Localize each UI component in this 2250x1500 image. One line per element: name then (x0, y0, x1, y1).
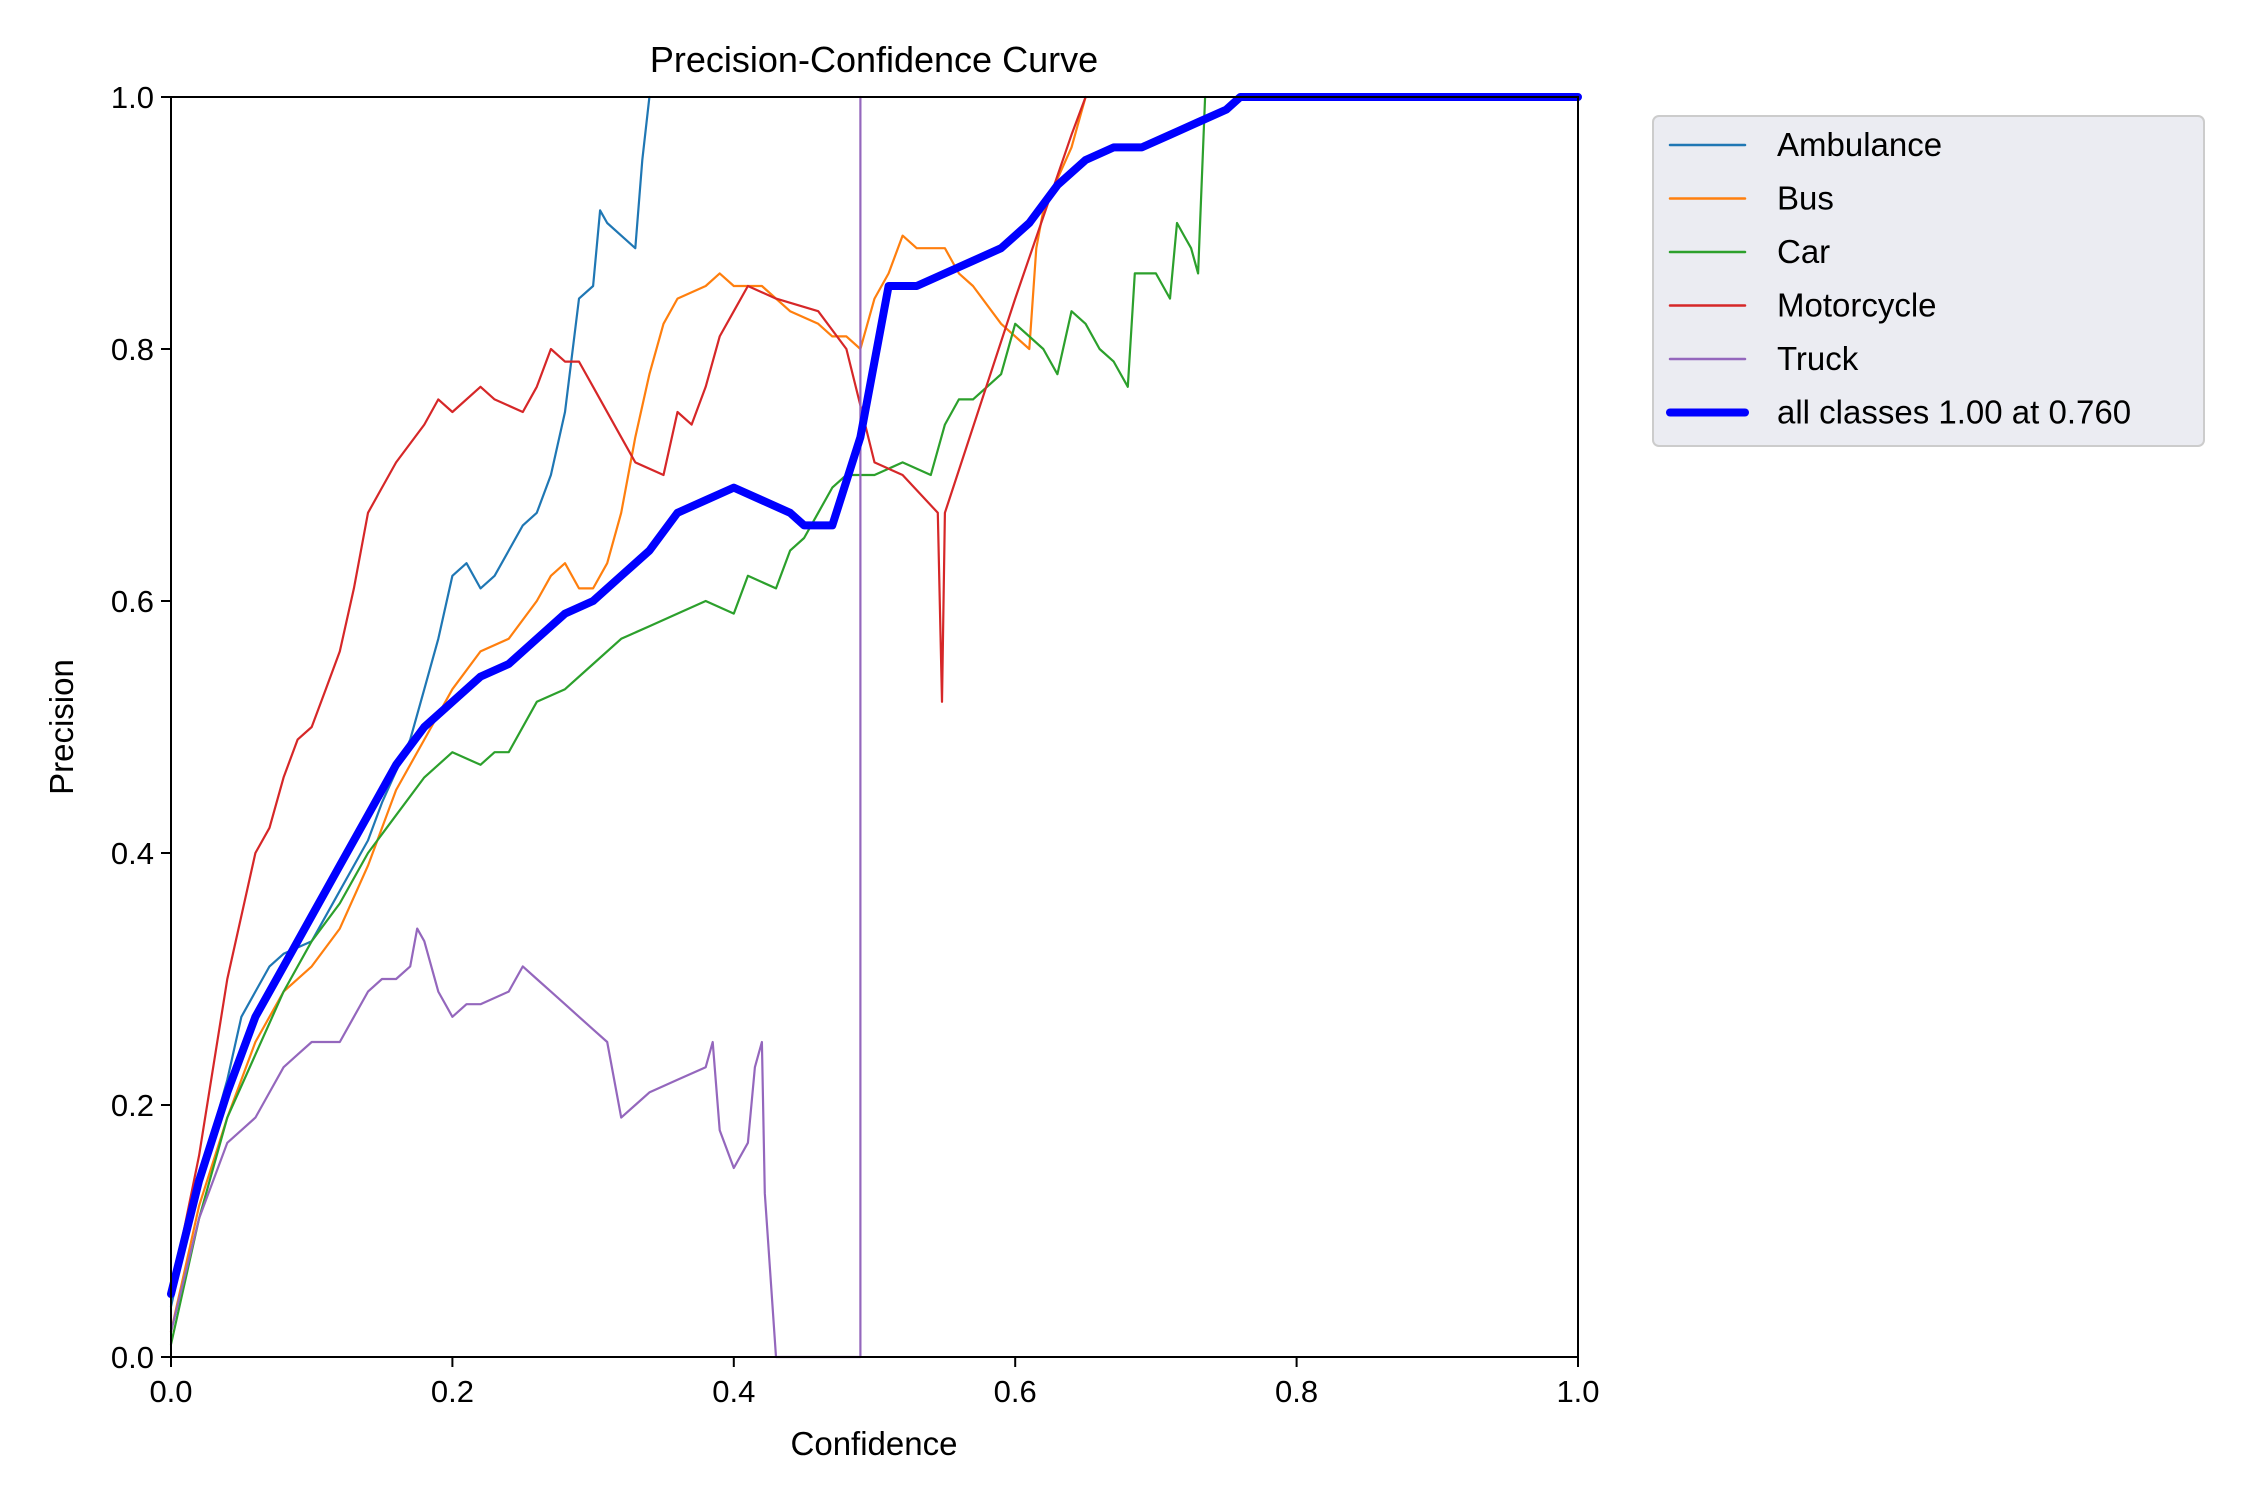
legend-label-ambulance: Ambulance (1777, 126, 1942, 163)
y-tick-label: 0.8 (111, 332, 154, 367)
series-line-ambulance (169, 95, 651, 1308)
x-tick-label: 0.4 (712, 1374, 755, 1409)
series-line-bus (169, 95, 1087, 1333)
series-line-truck (169, 95, 862, 1359)
y-axis-ticks: 0.0 0.2 0.4 0.6 0.8 1.0 (111, 80, 171, 1375)
legend-label-truck: Truck (1777, 340, 1859, 377)
legend-label-bus: Bus (1777, 180, 1834, 217)
chart-title: Precision-Confidence Curve (650, 39, 1098, 80)
legend-label-all-classes: all classes 1.00 at 0.760 (1777, 394, 2131, 431)
legend: Ambulance Bus Car Motorcycle Truck all classe… (1652, 115, 2205, 447)
series-line-all-classes (167, 93, 1582, 1298)
y-tick-label: 1.0 (111, 80, 154, 115)
legend-box (1652, 115, 2205, 447)
series-layer (167, 93, 1582, 1359)
x-tick-label: 0.6 (994, 1374, 1037, 1409)
y-tick-label: 0.2 (111, 1088, 154, 1123)
x-tick-label: 0.0 (149, 1374, 192, 1409)
y-axis-label: Precision (43, 659, 80, 795)
x-axis-ticks: 0.0 0.2 0.4 0.6 0.8 1.0 (149, 1357, 1600, 1409)
y-tick-label: 0.0 (111, 1340, 154, 1375)
x-tick-label: 1.0 (1556, 1374, 1599, 1409)
plot-frame (170, 96, 1579, 1358)
y-tick-label: 0.4 (111, 836, 154, 871)
legend-label-car: Car (1777, 233, 1830, 270)
y-tick-label: 0.6 (111, 584, 154, 619)
legend-label-motorcycle: Motorcycle (1777, 287, 1937, 324)
x-tick-label: 0.8 (1275, 1374, 1318, 1409)
x-tick-label: 0.2 (431, 1374, 474, 1409)
x-axis-label: Confidence (791, 1425, 958, 1462)
